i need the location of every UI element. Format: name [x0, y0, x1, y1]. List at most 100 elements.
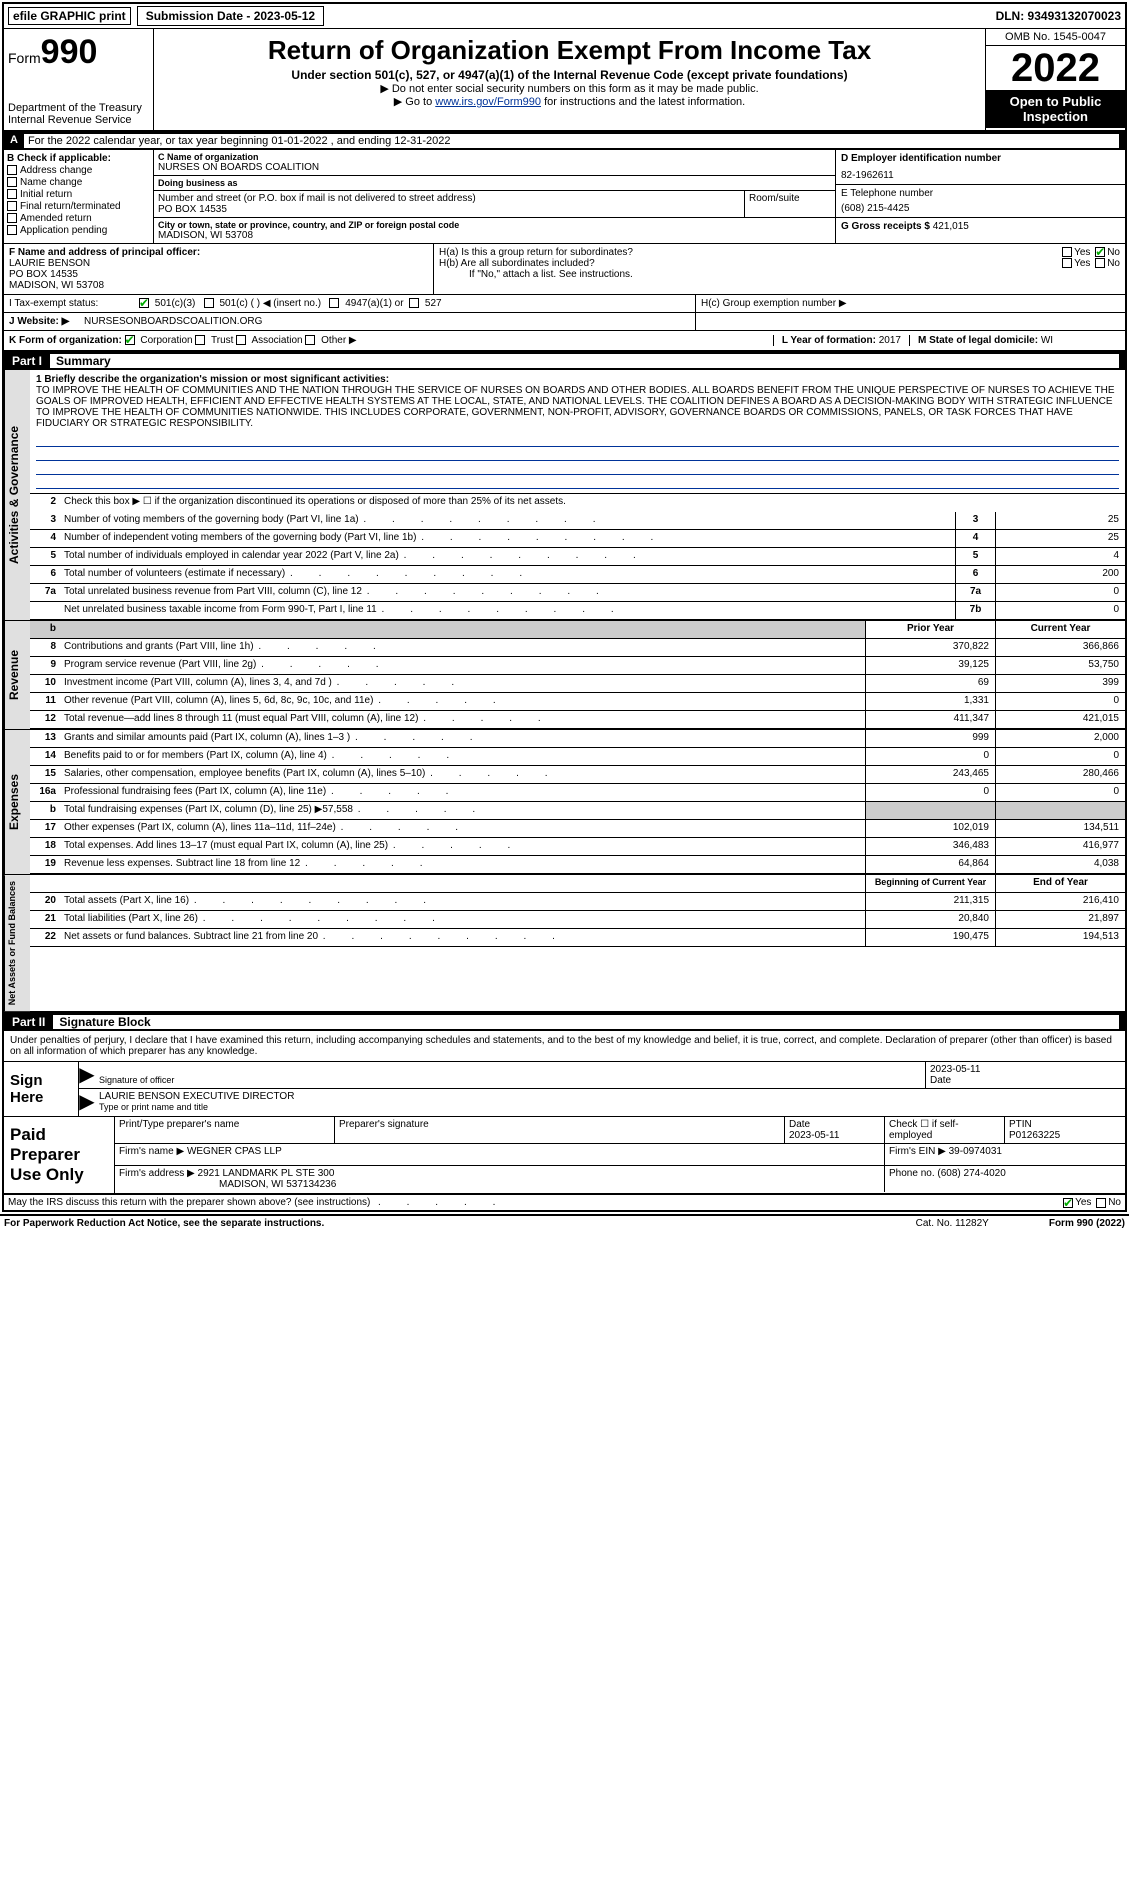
form-header: Form990 Department of the Treasury Inter… — [4, 28, 1125, 132]
sig-date-cap: Date — [930, 1075, 1121, 1086]
gross-caption: G Gross receipts $ — [841, 221, 930, 232]
row-i: I Tax-exempt status: 501(c)(3) 501(c) ( … — [4, 295, 1125, 313]
form-footer: Form 990 (2022) — [1049, 1218, 1125, 1229]
box-f: F Name and address of principal officer:… — [4, 244, 434, 294]
box-b: B Check if applicable: Address change Na… — [4, 150, 154, 243]
expense-row: 17Other expenses (Part IX, column (A), l… — [30, 820, 1125, 838]
checkbox-final-return[interactable] — [7, 201, 17, 211]
form-number: Form990 — [8, 33, 149, 72]
part2-header: Part II Signature Block — [4, 1013, 1125, 1031]
tax-year: 2022 — [986, 46, 1125, 90]
no-lbl: No — [1108, 1197, 1121, 1208]
phone-caption: E Telephone number — [841, 188, 1120, 199]
part1-title: Summary — [50, 354, 1119, 368]
h1a-yes[interactable] — [1062, 247, 1072, 257]
checkbox-address-change[interactable] — [7, 165, 17, 175]
yes-lbl: Yes — [1075, 1197, 1091, 1208]
gov-row: 5Total number of individuals employed in… — [30, 548, 1125, 566]
name-caption: C Name of organization — [158, 152, 831, 162]
cb-other[interactable] — [305, 335, 315, 345]
discuss-yes[interactable] — [1063, 1198, 1073, 1208]
lbl-name-change: Name change — [20, 177, 82, 188]
open-public-label: Open to Public Inspection — [986, 90, 1125, 128]
officer-print-name: LAURIE BENSON EXECUTIVE DIRECTOR — [99, 1091, 1121, 1102]
h1b-yes[interactable] — [1062, 258, 1072, 268]
netassets-row: 22Net assets or fund balances. Subtract … — [30, 929, 1125, 947]
firm-ein: 39-0974031 — [949, 1146, 1002, 1157]
h1a-no[interactable] — [1095, 247, 1105, 257]
discuss-row: May the IRS discuss this return with the… — [4, 1194, 1125, 1210]
h1-note: If "No," attach a list. See instructions… — [439, 269, 1120, 280]
h1b-label: H(b) Are all subordinates included? — [439, 258, 595, 269]
box-deg: D Employer identification number 82-1962… — [835, 150, 1125, 243]
row-i-label: I Tax-exempt status: — [4, 295, 134, 312]
row-k-label: K Form of organization: — [9, 335, 122, 346]
h1b-no[interactable] — [1095, 258, 1105, 268]
goto-note: ▶ Go to www.irs.gov/Form990 for instruct… — [158, 95, 981, 108]
firm-name: WEGNER CPAS LLP — [187, 1146, 282, 1157]
ssn-note: ▶ Do not enter social security numbers o… — [158, 82, 981, 95]
part2-label: Part II — [10, 1015, 53, 1029]
paperwork-notice: For Paperwork Reduction Act Notice, see … — [4, 1218, 916, 1229]
officer-caption: F Name and address of principal officer: — [9, 247, 428, 258]
officer-addr2: MADISON, WI 53708 — [9, 280, 428, 291]
blank-line — [36, 475, 1119, 489]
prep-name-cap: Print/Type preparer's name — [119, 1119, 330, 1130]
revenue-row: 9Program service revenue (Part VIII, lin… — [30, 657, 1125, 675]
checkbox-app-pending[interactable] — [7, 225, 17, 235]
cb-corp[interactable] — [125, 335, 135, 345]
gov-row: 6Total number of volunteers (estimate if… — [30, 566, 1125, 584]
submission-date-button[interactable]: Submission Date - 2023-05-12 — [137, 6, 324, 26]
part1-header: Part I Summary — [4, 352, 1125, 370]
netassets-row: 20Total assets (Part X, line 16)211,3152… — [30, 893, 1125, 911]
domicile: WI — [1041, 335, 1053, 346]
dln-label: DLN: 93493132070023 — [996, 9, 1121, 23]
row-a: A For the 2022 calendar year, or tax yea… — [4, 132, 1125, 150]
lbl-trust: Trust — [211, 335, 233, 346]
prep-date-cap: Date — [789, 1119, 880, 1130]
lbl-4947: 4947(a)(1) or — [345, 298, 403, 309]
vtab-expenses: Expenses — [4, 730, 30, 874]
firm-addr: 2921 LANDMARK PL STE 300 — [198, 1168, 335, 1179]
section-expenses: Expenses 13Grants and similar amounts pa… — [4, 730, 1125, 875]
lbl-corp: Corporation — [140, 335, 192, 346]
cb-assoc[interactable] — [236, 335, 246, 345]
cb-501c3[interactable] — [139, 298, 149, 308]
gov-row: 4Number of independent voting members of… — [30, 530, 1125, 548]
irs-link[interactable]: www.irs.gov/Form990 — [435, 96, 541, 108]
section-revenue: Revenue b Prior Year Current Year 8Contr… — [4, 621, 1125, 730]
row-j: J Website: ▶ NURSESONBOARDSCOALITION.ORG — [4, 313, 1125, 331]
row-fh: F Name and address of principal officer:… — [4, 244, 1125, 295]
expense-row: 15Salaries, other compensation, employee… — [30, 766, 1125, 784]
year-formation-lbl: L Year of formation: — [782, 335, 876, 346]
cb-4947[interactable] — [329, 298, 339, 308]
prep-sig-cap: Preparer's signature — [339, 1119, 780, 1130]
cb-527[interactable] — [409, 298, 419, 308]
cb-trust[interactable] — [195, 335, 205, 345]
lbl-assoc: Association — [251, 335, 302, 346]
mission-block: 1 Briefly describe the organization's mi… — [30, 370, 1125, 494]
vtab-netassets: Net Assets or Fund Balances — [4, 875, 30, 1011]
room-caption: Room/suite — [749, 193, 831, 204]
sig-arrow-icon: ▶ — [79, 1089, 95, 1114]
website-value: NURSESONBOARDSCOALITION.ORG — [79, 313, 695, 330]
expense-row: 14Benefits paid to or for members (Part … — [30, 748, 1125, 766]
checkbox-name-change[interactable] — [7, 177, 17, 187]
discuss-no[interactable] — [1096, 1198, 1106, 1208]
efile-label: efile GRAPHIC print — [8, 7, 131, 25]
cb-501c[interactable] — [204, 298, 214, 308]
city-value: MADISON, WI 53708 — [158, 230, 831, 241]
section-bcdefg: B Check if applicable: Address change Na… — [4, 150, 1125, 244]
part1-label: Part I — [10, 354, 50, 368]
expense-row: 16aProfessional fundraising fees (Part I… — [30, 784, 1125, 802]
checkbox-initial-return[interactable] — [7, 189, 17, 199]
checkbox-amended[interactable] — [7, 213, 17, 223]
row-j-label: J Website: ▶ — [4, 313, 79, 330]
firm-name-lab: Firm's name ▶ — [119, 1146, 184, 1157]
officer-name: LAURIE BENSON — [9, 258, 428, 269]
gov-row: 3Number of voting members of the governi… — [30, 512, 1125, 530]
sig-officer-cap: Signature of officer — [99, 1075, 921, 1085]
sig-declaration: Under penalties of perjury, I declare th… — [4, 1031, 1125, 1062]
h1a-label: H(a) Is this a group return for subordin… — [439, 247, 633, 258]
prior-year-header: Prior Year — [865, 621, 995, 638]
